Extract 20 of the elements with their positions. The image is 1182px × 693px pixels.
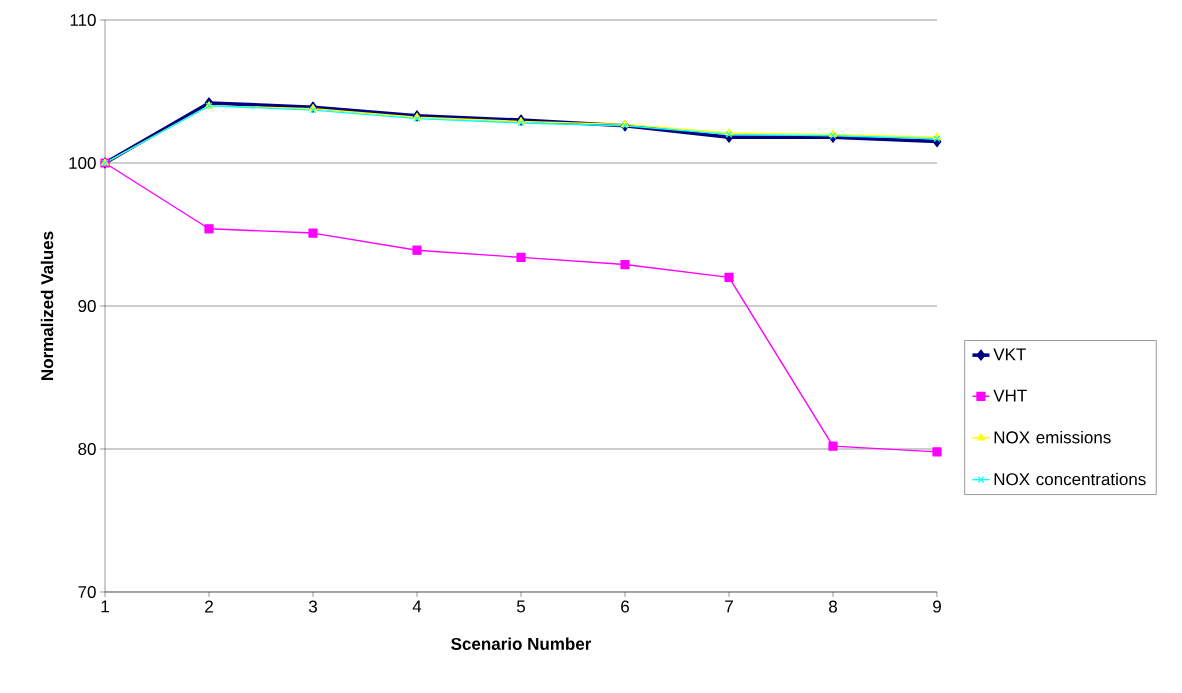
y-tick-label: 70	[78, 585, 96, 599]
legend-label: VHT	[993, 389, 1027, 402]
legend-label: NOX emissions	[994, 430, 1111, 444]
x-tick-label: 2	[205, 600, 213, 613]
y-tick-label: 90	[78, 299, 96, 313]
x-tick-label: 4	[412, 600, 422, 613]
x-tick-label: 3	[308, 600, 317, 613]
x-axis-title: Scenario Number	[451, 637, 592, 650]
y-tick-label: 80	[78, 442, 96, 456]
x-tick-label: 8	[829, 600, 837, 613]
x-tick-label: 7	[725, 600, 733, 613]
x-tick-label: 1	[101, 600, 109, 613]
y-axis-title: Normalized Values	[40, 231, 54, 380]
legend-label: VKT	[993, 348, 1026, 361]
x-tick-label: 5	[516, 600, 526, 613]
y-tick-label: 100	[69, 156, 96, 170]
x-tick-label: 9	[933, 600, 941, 613]
y-tick-label: 110	[70, 13, 96, 27]
x-tick-label: 6	[621, 600, 629, 613]
legend-label: NOX concentrations	[994, 472, 1146, 486]
